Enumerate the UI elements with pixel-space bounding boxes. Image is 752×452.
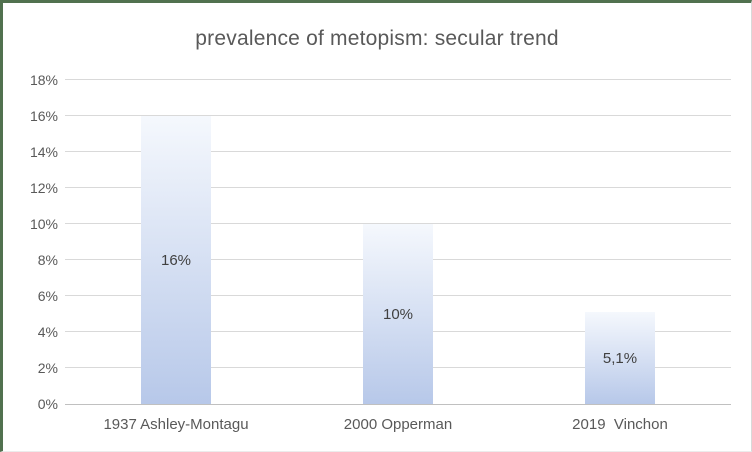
y-tick-label: 14% <box>29 144 58 160</box>
category-label: 2019 Vinchon <box>572 416 668 433</box>
bar-1937-ashley-montagu: 16% <box>141 116 211 404</box>
gridline <box>65 223 731 224</box>
y-tick-label: 18% <box>29 72 58 88</box>
y-tick-label: 12% <box>29 180 58 196</box>
bar-2019-vinchon: 5,1% <box>585 312 655 404</box>
bar-value-label: 10% <box>382 305 414 323</box>
category-label: 1937 Ashley-Montagu <box>103 416 249 433</box>
y-tick-label: 8% <box>37 252 58 268</box>
bar-value-label: 16% <box>160 251 192 269</box>
y-tick-label: 4% <box>37 324 58 340</box>
x-axis-line <box>65 404 731 405</box>
y-tick-label: 10% <box>29 216 58 232</box>
x-axis-labels: 1937 Ashley-Montagu 2000 Opperman 2019 Vin… <box>65 416 731 436</box>
bar-value-label: 5,1% <box>602 349 638 367</box>
y-tick-label: 0% <box>37 396 58 412</box>
gridline <box>65 187 731 188</box>
y-tick-label: 6% <box>37 288 58 304</box>
y-tick-label: 2% <box>37 360 58 376</box>
gridline <box>65 115 731 116</box>
category-label: 2000 Opperman <box>343 416 453 433</box>
bar-2000-opperman: 10% <box>363 224 433 404</box>
chart-title: prevalence of metopism: secular trend <box>195 27 559 50</box>
plot-area: 16% 10% 5,1% <box>65 79 731 405</box>
gridline <box>65 79 731 80</box>
gridline <box>65 151 731 152</box>
y-tick-label: 16% <box>29 108 58 124</box>
